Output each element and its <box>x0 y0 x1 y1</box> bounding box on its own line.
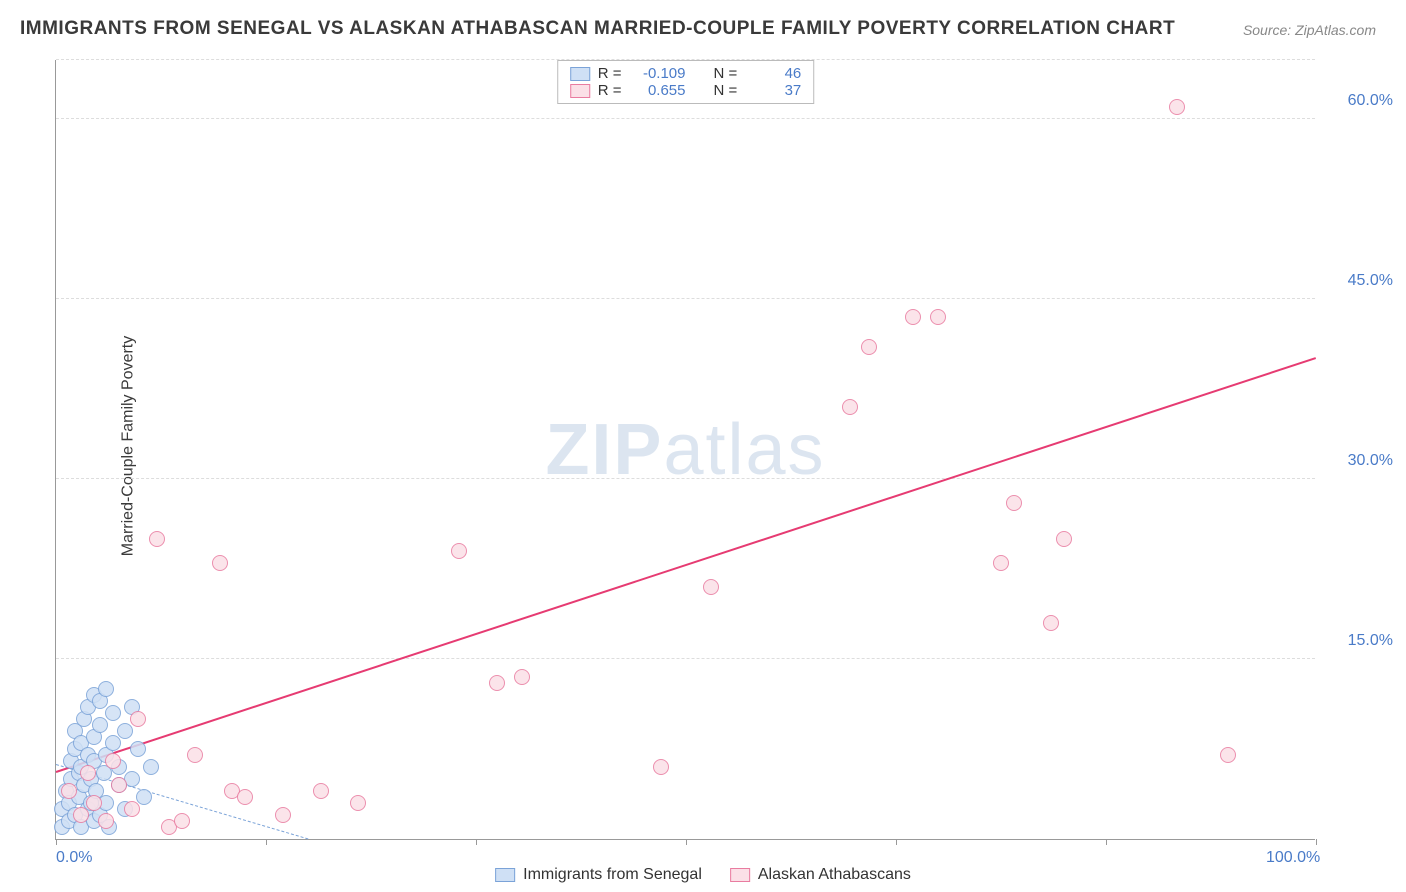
scatter-point <box>105 735 121 751</box>
scatter-point <box>993 555 1009 571</box>
scatter-point <box>842 399 858 415</box>
scatter-point <box>174 813 190 829</box>
r-value: -0.109 <box>630 65 686 82</box>
scatter-point <box>313 783 329 799</box>
x-tick <box>686 839 687 845</box>
scatter-point <box>80 765 96 781</box>
r-label: R = <box>598 82 622 99</box>
source-attribution: Source: ZipAtlas.com <box>1243 22 1376 38</box>
gridline-h <box>56 658 1315 659</box>
scatter-point <box>350 795 366 811</box>
n-value: 46 <box>745 65 801 82</box>
scatter-point <box>98 681 114 697</box>
scatter-point <box>73 807 89 823</box>
x-tick <box>1106 839 1107 845</box>
legend-swatch <box>570 84 590 98</box>
y-tick-label: 15.0% <box>1348 632 1393 650</box>
scatter-point <box>905 309 921 325</box>
scatter-point <box>105 753 121 769</box>
plot-area: ZIPatlas15.0%30.0%45.0%60.0%0.0%100.0%R … <box>55 60 1315 840</box>
scatter-point <box>1006 495 1022 511</box>
scatter-point <box>237 789 253 805</box>
x-tick <box>1316 839 1317 845</box>
scatter-point <box>653 759 669 775</box>
legend-stats-row: R = -0.109 N = 46 <box>570 65 802 82</box>
gridline-h <box>56 478 1315 479</box>
scatter-point <box>1220 747 1236 763</box>
n-label: N = <box>714 65 738 82</box>
scatter-point <box>275 807 291 823</box>
scatter-point <box>149 531 165 547</box>
scatter-point <box>98 813 114 829</box>
scatter-point <box>930 309 946 325</box>
scatter-point <box>130 711 146 727</box>
scatter-point <box>514 669 530 685</box>
scatter-point <box>212 555 228 571</box>
scatter-point <box>489 675 505 691</box>
scatter-point <box>61 783 77 799</box>
scatter-point <box>1056 531 1072 547</box>
legend-item: Immigrants from Senegal <box>495 866 702 884</box>
y-tick-label: 30.0% <box>1348 452 1393 470</box>
scatter-point <box>136 789 152 805</box>
y-tick-label: 45.0% <box>1348 272 1393 290</box>
r-value: 0.655 <box>630 82 686 99</box>
scatter-point <box>105 705 121 721</box>
scatter-point <box>111 777 127 793</box>
x-tick-label: 0.0% <box>56 849 92 867</box>
scatter-point <box>187 747 203 763</box>
scatter-point <box>451 543 467 559</box>
x-tick <box>896 839 897 845</box>
x-tick <box>56 839 57 845</box>
x-tick <box>266 839 267 845</box>
scatter-point <box>117 723 133 739</box>
legend-item: Alaskan Athabascans <box>730 866 911 884</box>
scatter-point <box>861 339 877 355</box>
scatter-point <box>1043 615 1059 631</box>
n-label: N = <box>714 82 738 99</box>
legend-label: Immigrants from Senegal <box>523 866 702 884</box>
scatter-point <box>124 801 140 817</box>
y-tick-label: 60.0% <box>1348 92 1393 110</box>
gridline-h <box>56 118 1315 119</box>
scatter-point <box>703 579 719 595</box>
legend-bottom: Immigrants from Senegal Alaskan Athabasca… <box>495 866 911 884</box>
legend-swatch <box>730 868 750 882</box>
r-label: R = <box>598 65 622 82</box>
legend-stats: R = -0.109 N = 46 R = 0.655 N = 37 <box>557 60 815 104</box>
scatter-point <box>1169 99 1185 115</box>
scatter-point <box>130 741 146 757</box>
n-value: 37 <box>745 82 801 99</box>
chart-title: IMMIGRANTS FROM SENEGAL VS ALASKAN ATHAB… <box>20 18 1175 40</box>
scatter-point <box>92 717 108 733</box>
x-tick-label: 100.0% <box>1266 849 1320 867</box>
x-tick <box>476 839 477 845</box>
legend-swatch <box>570 67 590 81</box>
trend-line <box>56 357 1317 773</box>
legend-swatch <box>495 868 515 882</box>
legend-stats-row: R = 0.655 N = 37 <box>570 82 802 99</box>
gridline-h <box>56 298 1315 299</box>
scatter-point <box>143 759 159 775</box>
scatter-point <box>86 795 102 811</box>
legend-label: Alaskan Athabascans <box>758 866 911 884</box>
